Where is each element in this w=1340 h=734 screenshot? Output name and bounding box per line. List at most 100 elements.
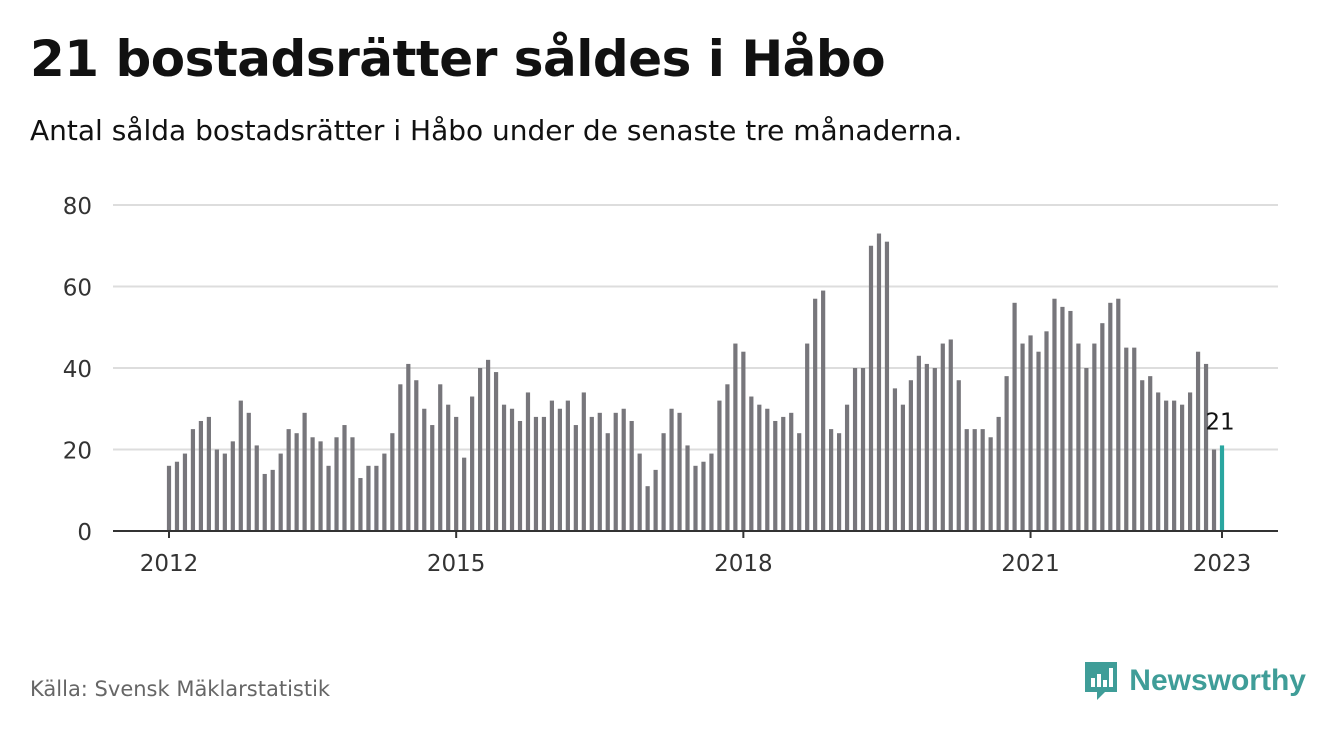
bar bbox=[246, 412, 251, 531]
bar bbox=[1068, 310, 1073, 531]
bar bbox=[485, 359, 491, 531]
bar bbox=[581, 392, 586, 531]
bar bbox=[406, 363, 411, 531]
bar bbox=[517, 420, 523, 531]
bar bbox=[741, 351, 746, 531]
bar bbox=[358, 478, 363, 531]
bar bbox=[501, 404, 507, 531]
bar bbox=[1164, 400, 1169, 531]
bar bbox=[366, 465, 371, 531]
bar bbox=[270, 469, 275, 531]
bar bbox=[1132, 347, 1137, 531]
bar bbox=[805, 343, 810, 531]
bar bbox=[924, 363, 929, 531]
bar bbox=[430, 425, 435, 531]
bar bbox=[797, 433, 802, 531]
bar bbox=[996, 416, 1001, 531]
bar bbox=[286, 429, 291, 531]
bar bbox=[294, 433, 299, 531]
bar bbox=[972, 429, 977, 531]
y-tick-label: 20 bbox=[63, 439, 92, 465]
bar bbox=[326, 465, 331, 531]
bar bbox=[438, 384, 443, 531]
bar bbox=[1012, 302, 1017, 531]
bar bbox=[621, 408, 626, 531]
bar bbox=[565, 400, 570, 531]
bar bbox=[214, 449, 219, 531]
bar bbox=[350, 437, 355, 531]
bar bbox=[1203, 363, 1209, 531]
bar bbox=[1187, 392, 1193, 531]
bar bbox=[613, 412, 618, 531]
bar bbox=[318, 441, 323, 531]
bar bbox=[1108, 302, 1113, 531]
axes bbox=[113, 530, 1278, 538]
bar bbox=[733, 343, 738, 531]
bar bbox=[509, 408, 515, 531]
bar bbox=[398, 384, 403, 531]
bar bbox=[254, 445, 259, 531]
bar bbox=[765, 408, 770, 531]
bar bbox=[597, 412, 602, 531]
bar bbox=[390, 433, 395, 531]
bar bbox=[1084, 368, 1089, 531]
bar bbox=[1195, 351, 1201, 531]
bar bbox=[454, 416, 459, 531]
bar bbox=[310, 437, 315, 531]
bar bbox=[940, 343, 945, 531]
bar bbox=[884, 241, 890, 532]
bar bbox=[1044, 331, 1049, 531]
bar bbox=[701, 461, 706, 531]
chart-title: 21 bostadsrätter såldes i Håbo bbox=[30, 30, 886, 88]
bar bbox=[278, 453, 283, 531]
bar bbox=[1148, 376, 1153, 531]
bar bbox=[166, 465, 172, 531]
bar bbox=[892, 388, 898, 531]
bar bbox=[541, 416, 547, 531]
bar bbox=[757, 404, 762, 531]
bar bbox=[900, 404, 906, 531]
bar bbox=[525, 392, 531, 531]
bar bbox=[1116, 298, 1121, 531]
bar bbox=[717, 400, 722, 531]
bar bbox=[821, 290, 826, 531]
bar bbox=[637, 453, 642, 531]
bar bbox=[382, 453, 387, 531]
bar bbox=[916, 355, 921, 531]
bar bbox=[182, 453, 188, 531]
bar bbox=[948, 339, 953, 531]
bar bbox=[1172, 400, 1177, 531]
bar bbox=[661, 433, 666, 531]
y-tick-label: 0 bbox=[77, 520, 92, 546]
bar bbox=[342, 425, 347, 531]
bar bbox=[876, 233, 882, 531]
x-tick-label: 2012 bbox=[140, 551, 199, 577]
bar bbox=[1156, 392, 1161, 531]
bar bbox=[1060, 306, 1065, 531]
bar bbox=[198, 420, 204, 531]
bar bbox=[836, 433, 842, 531]
bar bbox=[980, 429, 985, 531]
bar bbox=[446, 404, 451, 531]
bar bbox=[1211, 449, 1217, 531]
x-tick-label: 2023 bbox=[1193, 551, 1252, 577]
highlight-value-label: 21 bbox=[1205, 409, 1234, 435]
bar bbox=[932, 368, 937, 531]
bar bbox=[605, 433, 610, 531]
chart-subtitle: Antal sålda bostadsrätter i Håbo under d… bbox=[30, 114, 963, 147]
bar bbox=[174, 461, 180, 531]
bar bbox=[868, 245, 874, 531]
bar bbox=[852, 368, 858, 531]
bar bbox=[1140, 380, 1145, 531]
bar bbox=[789, 412, 794, 531]
bar bbox=[1028, 335, 1033, 531]
bar bbox=[533, 416, 539, 531]
bar bbox=[302, 412, 307, 531]
bar bbox=[964, 429, 969, 531]
brand-logo: Newsworthy bbox=[1083, 660, 1306, 702]
brand-name: Newsworthy bbox=[1129, 664, 1306, 697]
bar bbox=[1076, 343, 1081, 531]
bar bbox=[462, 457, 467, 531]
bar bbox=[422, 408, 427, 531]
bar bbox=[629, 420, 634, 531]
